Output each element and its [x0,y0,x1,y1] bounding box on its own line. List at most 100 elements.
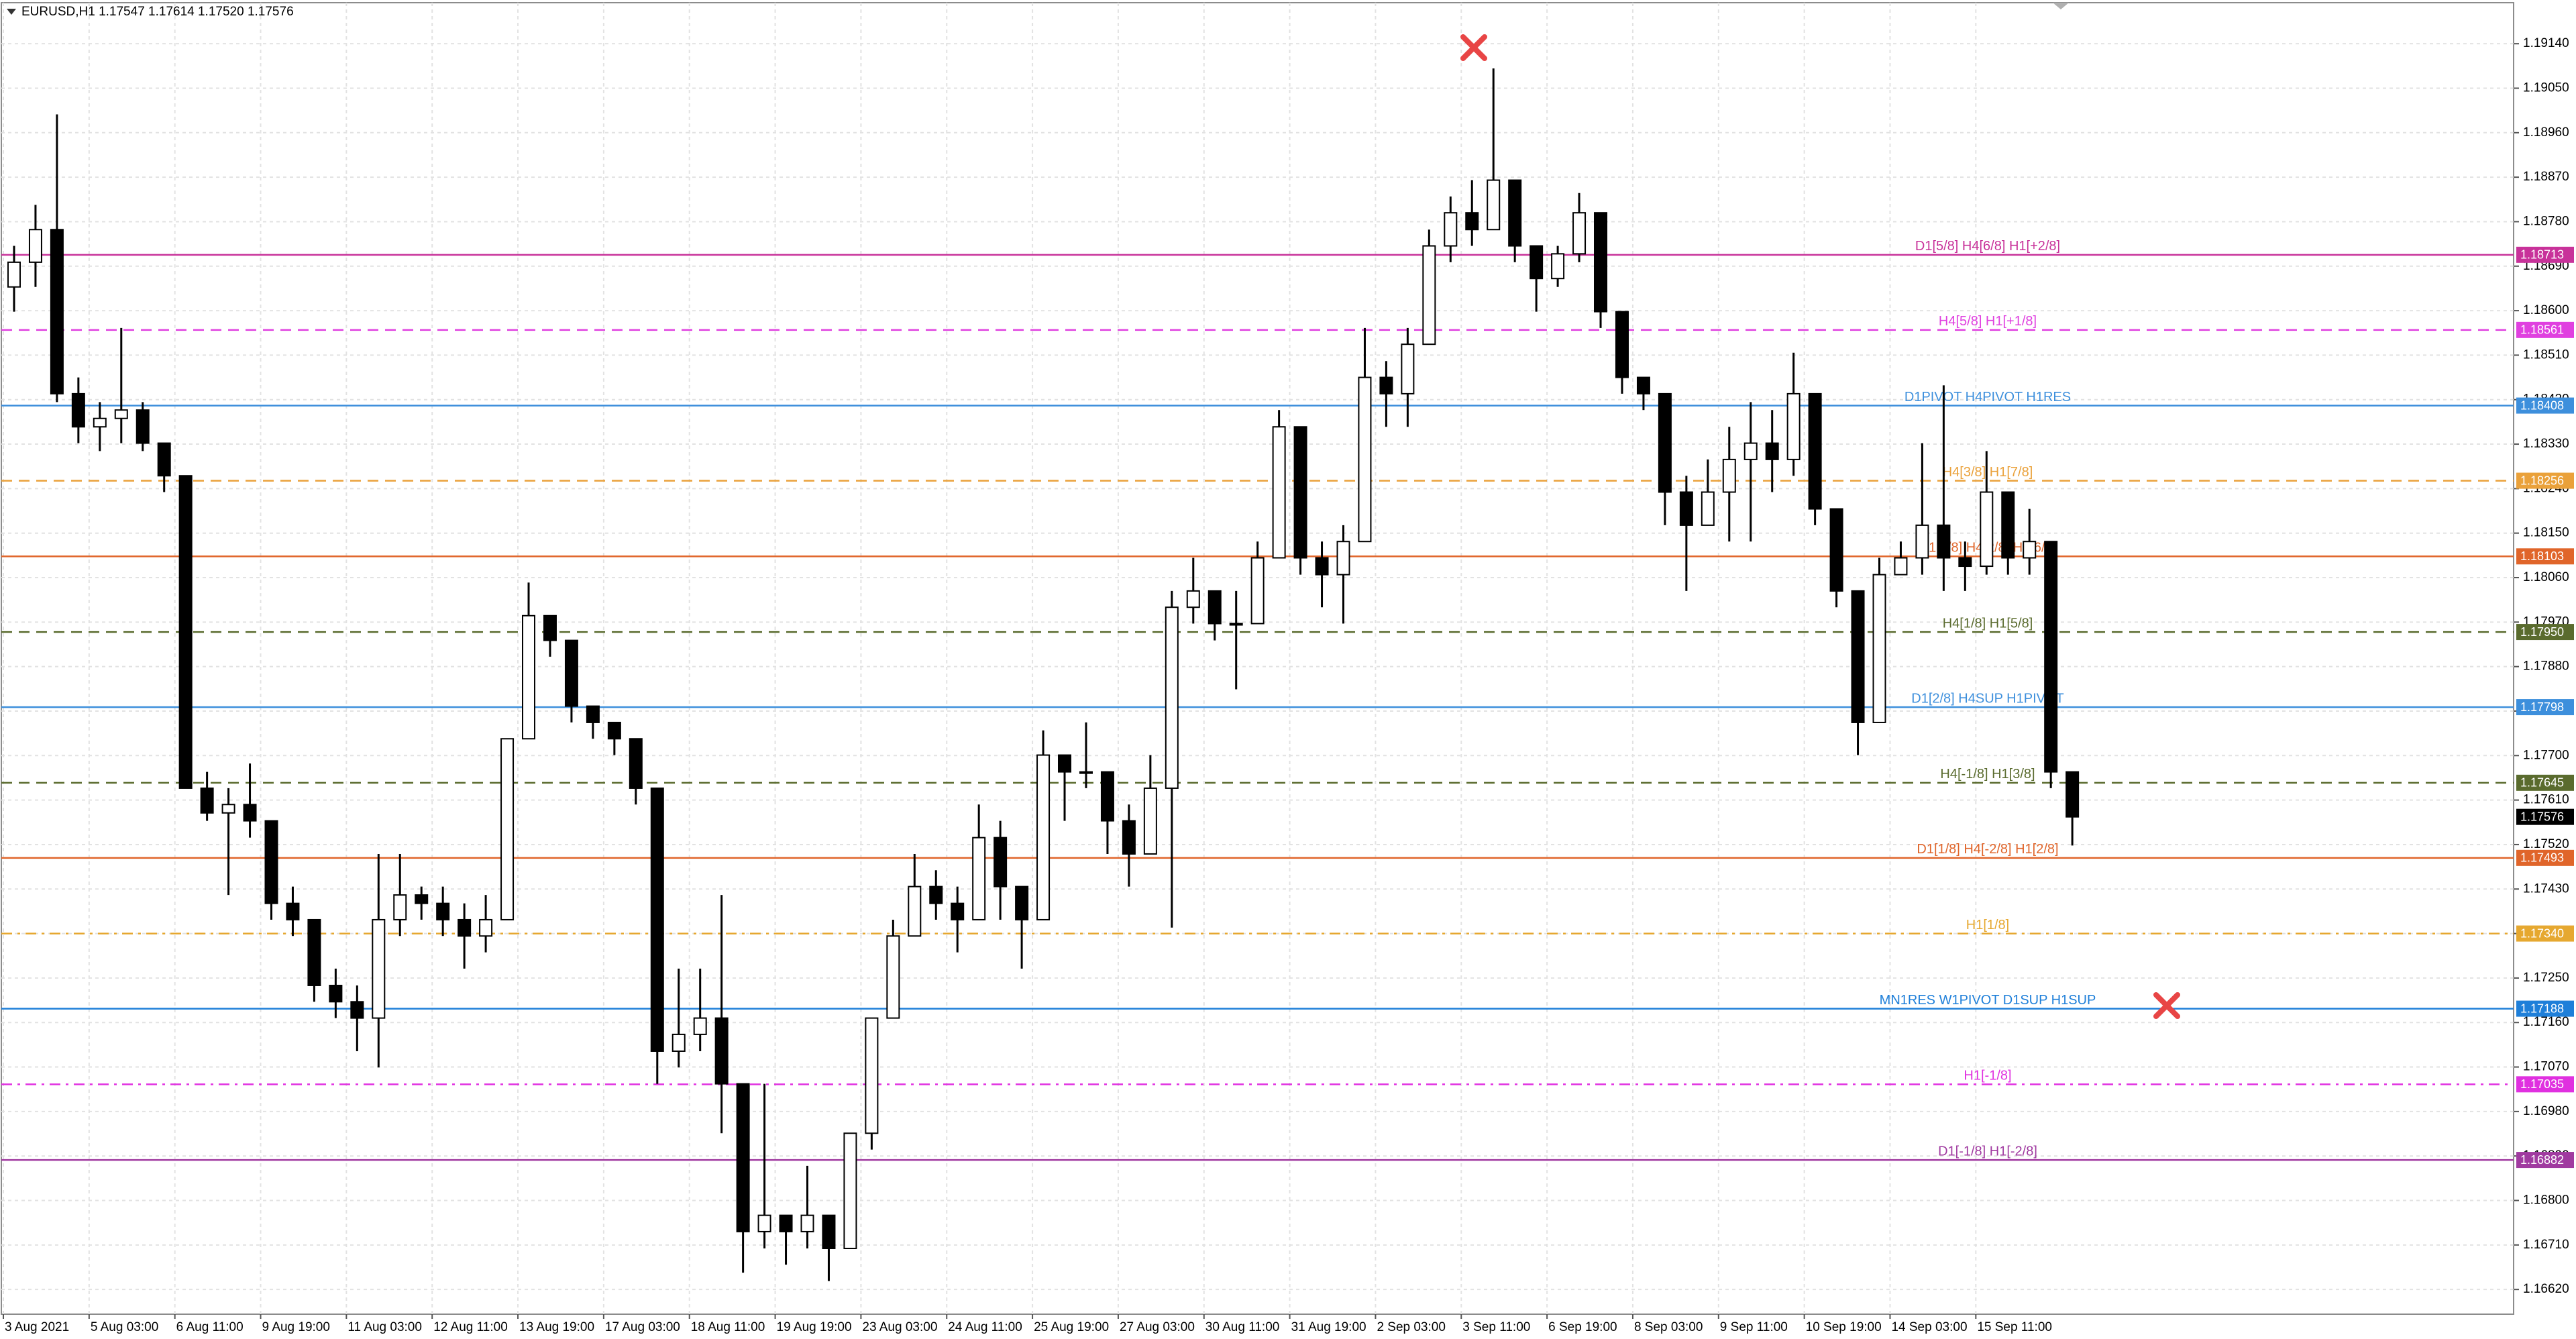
y-tick-label: 1.18510 [2523,347,2569,362]
candle-body [7,261,21,288]
y-tick-label: 1.18870 [2523,170,2569,184]
x-tick-label: 31 Aug 19:00 [1291,1320,1366,1334]
y-tick-label: 1.18150 [2523,526,2569,540]
candle-body [2023,541,2037,559]
y-tick-label: 1.19140 [2523,36,2569,50]
y-tick-label: 1.17520 [2523,837,2569,851]
price-tag [2516,925,2574,942]
candles [7,68,2080,1281]
x-tick-label: 9 Sep 11:00 [1720,1320,1788,1334]
x-tick-label: 6 Sep 19:00 [1548,1320,1617,1334]
candle-body [71,392,85,428]
candle-body [1250,557,1265,625]
candle-body [200,787,214,814]
candle-body [28,229,42,263]
y-tick-label: 1.16620 [2523,1282,2569,1296]
candle-body [951,902,965,920]
candle-body [1508,179,1522,247]
candle-body [1701,491,1715,526]
price-tag [2516,548,2574,565]
cross-marker [1460,34,1487,61]
candle-body [1722,458,1736,493]
price-tag-label: 1.17188 [2520,1002,2564,1015]
candle-body [1765,442,1779,460]
candle-body [436,902,450,920]
x-tick-label: 3 Aug 2021 [5,1320,69,1334]
candle-body [1272,426,1286,559]
candle-body [1829,508,1843,592]
y-tick-label: 1.17070 [2523,1060,2569,1074]
price-tag [2516,1076,2574,1093]
candle-body [843,1132,857,1249]
candle-body [650,787,664,1052]
price-tag [2516,624,2574,641]
price-tag [2516,1000,2574,1017]
candle-body [1894,557,1908,576]
price-tag [2516,699,2574,716]
candle-body [1636,376,1650,394]
level-label: H4[5/8] H1[+1/8] [1939,314,2037,329]
candle-body [972,837,986,920]
y-tick-label: 1.17160 [2523,1015,2569,1029]
candle-body [1122,820,1136,855]
candle-body [350,1001,364,1019]
price-tag-label: 1.18561 [2520,323,2564,337]
candle-body [607,721,621,740]
candle-body [1165,606,1179,789]
candle-body [1336,541,1350,576]
candle-body [393,894,407,920]
candle-body [1379,376,1393,394]
price-tag-label: 1.17645 [2520,776,2564,790]
candle-body [908,886,922,937]
candle-body [1872,574,1886,723]
x-tick-label: 18 Aug 11:00 [691,1320,765,1334]
candle-body [672,1033,686,1052]
candle-body [757,1214,771,1232]
candle-body [1186,590,1200,608]
x-tick-label: 8 Sep 03:00 [1634,1320,1703,1334]
candle-body [1551,253,1565,280]
candle-body [1937,524,1951,559]
candle-body [1743,442,1758,460]
candle-body [50,229,64,394]
y-tick-label: 1.17700 [2523,748,2569,762]
x-tick-label: 11 Aug 03:00 [347,1320,422,1334]
menu-arrow[interactable] [7,9,16,15]
candle-body [157,442,171,477]
candle-body [1315,557,1329,576]
price-tag [2516,1152,2574,1169]
current-price-label: 1.17576 [2520,810,2564,823]
y-tick-label: 1.16980 [2523,1104,2569,1118]
candle-body [2001,491,2015,559]
candle-body [458,918,472,937]
candle-body [714,1017,729,1085]
y-tick-label: 1.18960 [2523,125,2569,140]
candle-body [779,1214,793,1232]
x-tick-label: 23 Aug 03:00 [862,1320,937,1334]
candle-body [1358,376,1372,543]
candle-body [886,935,900,1019]
candle-body [1808,392,1822,510]
y-tick-label: 1.18330 [2523,437,2569,451]
candle-body [1100,771,1114,822]
x-tick-label: 2 Sep 03:00 [1377,1320,1445,1334]
x-tick-label: 14 Sep 03:00 [1891,1320,1967,1334]
candle-body [1293,426,1307,559]
candle-body [1851,590,1865,723]
price-tag [2516,849,2574,866]
cross-stroke [2153,992,2180,1019]
grid [1,3,2514,1314]
candle-body [522,614,536,740]
candle-body [136,409,150,444]
y-tick-label: 1.19050 [2523,81,2569,95]
candle-body [1401,343,1415,394]
x-tick-label: 10 Sep 19:00 [1806,1320,1882,1334]
price-tag-label: 1.17950 [2520,625,2564,639]
x-tick-label: 17 Aug 03:00 [605,1320,680,1334]
shift-marker[interactable] [2053,3,2069,9]
price-tag-label: 1.18713 [2520,248,2564,262]
candle-body [1658,392,1672,493]
price-tag-label: 1.18256 [2520,474,2564,487]
